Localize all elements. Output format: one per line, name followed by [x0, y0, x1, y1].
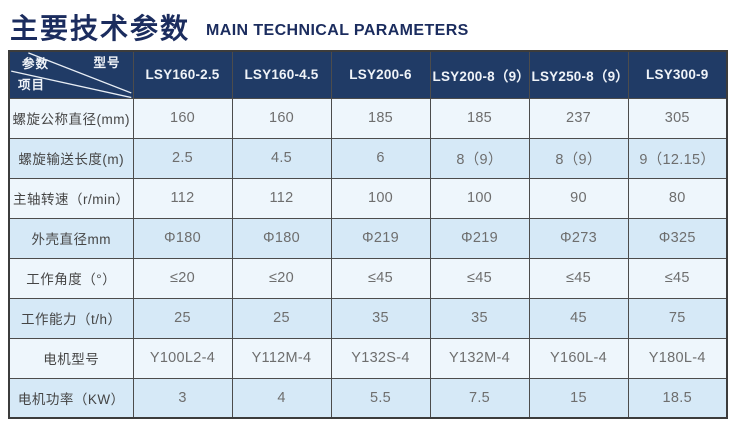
column-header-model-6: LSY300-9	[627, 50, 728, 99]
table-row-shell-diameter: 外壳直径mm Φ180 Φ180 Φ219 Φ219 Φ273 Φ325	[8, 217, 728, 259]
cell-value: Y132M-4	[429, 337, 530, 379]
cell-value: 4	[231, 377, 332, 419]
cell-value: 35	[429, 297, 530, 339]
cell-value: 2.5	[132, 137, 233, 179]
title-chinese: 主要技术参数	[10, 13, 191, 44]
cell-value: ≤20	[231, 257, 332, 299]
page-title: 主要技术参数 MAIN TECHNICAL PARAMETERS	[10, 7, 728, 43]
cell-value: ≤45	[330, 257, 431, 299]
cell-value: 112	[231, 177, 332, 219]
cell-value: 8（9）	[429, 137, 530, 179]
cell-value: 15	[528, 377, 629, 419]
row-label: 外壳直径mm	[8, 217, 134, 259]
cell-value: Φ180	[231, 217, 332, 259]
cell-value: 160	[231, 97, 332, 139]
cell-value: ≤20	[132, 257, 233, 299]
cell-value: 4.5	[231, 137, 332, 179]
row-label: 工作角度（°）	[8, 257, 134, 299]
cell-value: Φ180	[132, 217, 233, 259]
row-label: 电机功率（KW）	[8, 377, 134, 419]
cell-value: 100	[330, 177, 431, 219]
row-label: 螺旋公称直径(mm)	[8, 97, 134, 139]
row-label: 电机型号	[8, 337, 134, 379]
cell-value: 18.5	[627, 377, 728, 419]
cell-value: Φ219	[429, 217, 530, 259]
cell-value: 5.5	[330, 377, 431, 419]
cell-value: 305	[627, 97, 728, 139]
table-row-conveying-length: 螺旋输送长度(m) 2.5 4.5 6 8（9） 8（9） 9（12.15）	[8, 137, 728, 179]
cell-value: ≤45	[528, 257, 629, 299]
diagonal-divider-lines	[11, 52, 132, 97]
cell-value: 8（9）	[528, 137, 629, 179]
cell-value: 112	[132, 177, 233, 219]
cell-value: 80	[627, 177, 728, 219]
cell-value: Φ273	[528, 217, 629, 259]
cell-value: 100	[429, 177, 530, 219]
title-english: MAIN TECHNICAL PARAMETERS	[206, 22, 469, 40]
row-label: 螺旋输送长度(m)	[8, 137, 134, 179]
corner-header-cell: 参数 型号 项目	[8, 50, 134, 99]
cell-value: 3	[132, 377, 233, 419]
cell-value: 25	[132, 297, 233, 339]
cell-value: 35	[330, 297, 431, 339]
cell-value: ≤45	[627, 257, 728, 299]
cell-value: 90	[528, 177, 629, 219]
cell-value: ≤45	[429, 257, 530, 299]
corner-label-item: 项目	[18, 78, 46, 92]
column-header-model-5: LSY250-8（9）	[528, 50, 629, 99]
cell-value: Y180L-4	[627, 337, 728, 379]
table-row-spindle-speed: 主轴转速（r/min） 112 112 100 100 90 80	[8, 177, 728, 219]
table-row-working-angle: 工作角度（°） ≤20 ≤20 ≤45 ≤45 ≤45 ≤45	[8, 257, 728, 299]
column-header-model-4: LSY200-8（9）	[429, 50, 530, 99]
cell-value: Y100L2-4	[132, 337, 233, 379]
cell-value: 7.5	[429, 377, 530, 419]
cell-value: 160	[132, 97, 233, 139]
cell-value: Φ219	[330, 217, 431, 259]
table-row-working-capacity: 工作能力（t/h） 25 25 35 35 45 75	[8, 297, 728, 339]
cell-value: 75	[627, 297, 728, 339]
cell-value: 45	[528, 297, 629, 339]
spec-table: 参数 型号 项目 LSY160-2.5 LSY160-4.5 LSY200-6 …	[8, 50, 728, 419]
cell-value: 237	[528, 97, 629, 139]
table-row-motor-power: 电机功率（KW） 3 4 5.5 7.5 15 18.5	[8, 377, 728, 419]
table-row-motor-model: 电机型号 Y100L2-4 Y112M-4 Y132S-4 Y132M-4 Y1…	[8, 337, 728, 379]
cell-value: 185	[429, 97, 530, 139]
cell-value: Y112M-4	[231, 337, 332, 379]
cell-value: Y132S-4	[330, 337, 431, 379]
column-header-model-2: LSY160-4.5	[231, 50, 332, 99]
cell-value: 185	[330, 97, 431, 139]
cell-value: Y160L-4	[528, 337, 629, 379]
corner-label-model: 型号	[93, 56, 121, 70]
table-row-screw-diameter: 螺旋公称直径(mm) 160 160 185 185 237 305	[8, 97, 728, 139]
column-header-model-1: LSY160-2.5	[132, 50, 233, 99]
cell-value: Φ325	[627, 217, 728, 259]
cell-value: 25	[231, 297, 332, 339]
corner-label-parameter: 参数	[22, 57, 50, 71]
row-label: 工作能力（t/h）	[8, 297, 134, 339]
column-header-model-3: LSY200-6	[330, 50, 431, 99]
table-header-row: 参数 型号 项目 LSY160-2.5 LSY160-4.5 LSY200-6 …	[8, 50, 728, 99]
cell-value: 6	[330, 137, 431, 179]
cell-value: 9（12.15）	[627, 137, 728, 179]
row-label: 主轴转速（r/min）	[8, 177, 134, 219]
